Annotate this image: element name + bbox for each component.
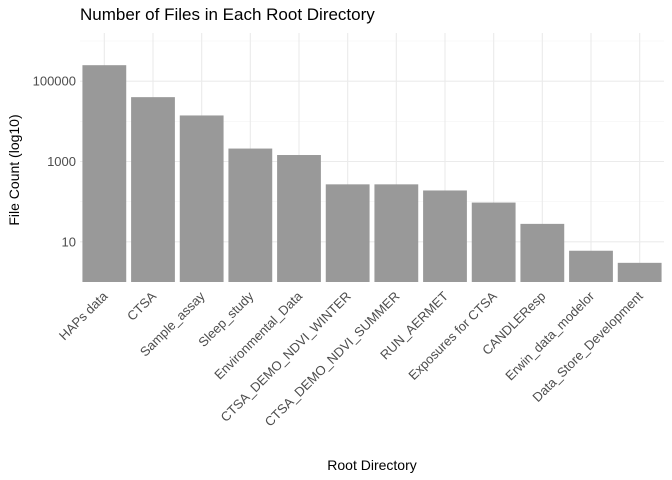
bar	[520, 223, 565, 282]
bar	[277, 155, 321, 282]
x-axis-title: Root Directory	[327, 457, 416, 473]
x-tick-label: Exposures for CTSA	[405, 288, 500, 383]
bar	[471, 202, 516, 282]
bar	[82, 65, 127, 282]
bar	[131, 97, 175, 282]
y-tick-label: 10	[62, 234, 76, 249]
bar	[374, 184, 419, 282]
bar	[179, 115, 224, 282]
bar	[617, 262, 662, 282]
y-tick-label: 1000	[47, 154, 76, 169]
chart-title: Number of Files in Each Root Directory	[80, 5, 375, 24]
y-axis-ticks: 10 1000 100000	[33, 74, 76, 250]
bar	[423, 190, 467, 282]
bars	[82, 65, 662, 282]
bar	[325, 184, 370, 282]
y-tick-label: 100000	[33, 74, 76, 89]
x-tick-label: Erwin_data_modelor	[502, 288, 597, 383]
y-axis-title: File Count (log10)	[6, 114, 22, 225]
x-tick-label: Environmental_Data	[211, 288, 305, 382]
x-tick-label: HAPs data	[56, 288, 111, 343]
x-axis-ticks: HAPs data CTSASample_assaySleep_studyEnvi…	[56, 288, 646, 429]
bar	[569, 250, 613, 282]
bar	[228, 148, 273, 282]
x-tick-label: CTSA	[124, 288, 159, 323]
